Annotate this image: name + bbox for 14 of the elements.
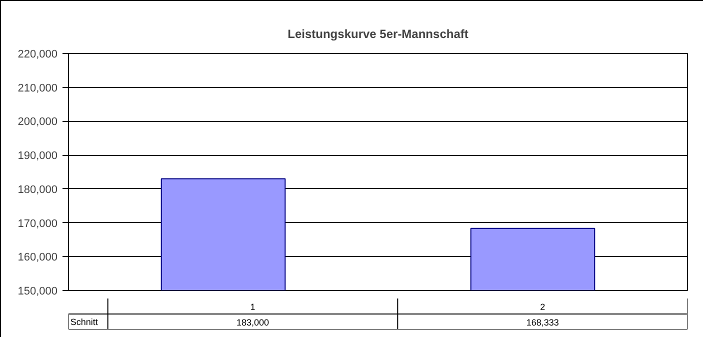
y-tick-label: 200,000 (18, 116, 58, 128)
y-tick-label: 170,000 (18, 218, 58, 230)
y-tick-label: 180,000 (18, 184, 58, 196)
data-label: 168,333 (526, 317, 559, 328)
x-tick-label: 2 (540, 302, 546, 312)
text: Schnitt (70, 316, 98, 327)
y-tick-label: 220,000 (18, 48, 58, 60)
x-tick-label: 1 (250, 302, 256, 312)
data-label: 183,000 (236, 317, 270, 328)
chart-title: Leistungskurve 5er-Mannschaft (288, 27, 468, 41)
y-tick-label: 160,000 (18, 252, 58, 264)
y-tick-label: 210,000 (18, 82, 58, 94)
y-tick-label: 190,000 (18, 150, 58, 162)
y-tick-label: 150,000 (18, 286, 58, 298)
